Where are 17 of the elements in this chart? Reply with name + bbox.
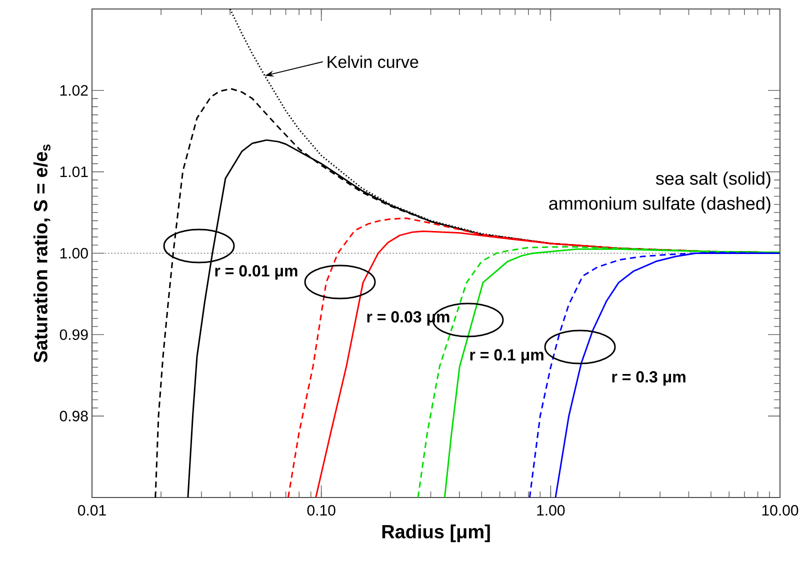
annotation: r = 0.3 μm — [612, 371, 686, 386]
y-tick-label: 1.01 — [60, 166, 88, 178]
annotation: Kelvin curve — [328, 56, 418, 68]
x-axis-title: Radius [μm] — [382, 524, 490, 542]
annotation: ammonium sulfate (dashed) — [549, 196, 770, 214]
y-axis-title: Saturation ratio, S = e/e$_{s}$ — [33, 144, 50, 362]
x-tick-label: 10.00 — [762, 505, 798, 516]
annotation: r = 0.01 μm — [215, 265, 298, 280]
y-tick-label: 1.00 — [60, 248, 88, 259]
annotation: sea salt (solid) — [656, 172, 770, 188]
x-tick-label: 1.00 — [537, 505, 565, 516]
annotation: r = 0.1 μm — [470, 349, 544, 364]
x-tick-label: 0.10 — [307, 505, 336, 516]
x-tick-label: 0.01 — [78, 505, 106, 516]
y-tick-label: 0.98 — [60, 410, 88, 422]
y-tick-label: 1.02 — [60, 85, 88, 96]
y-tick-label: 0.99 — [60, 329, 88, 340]
